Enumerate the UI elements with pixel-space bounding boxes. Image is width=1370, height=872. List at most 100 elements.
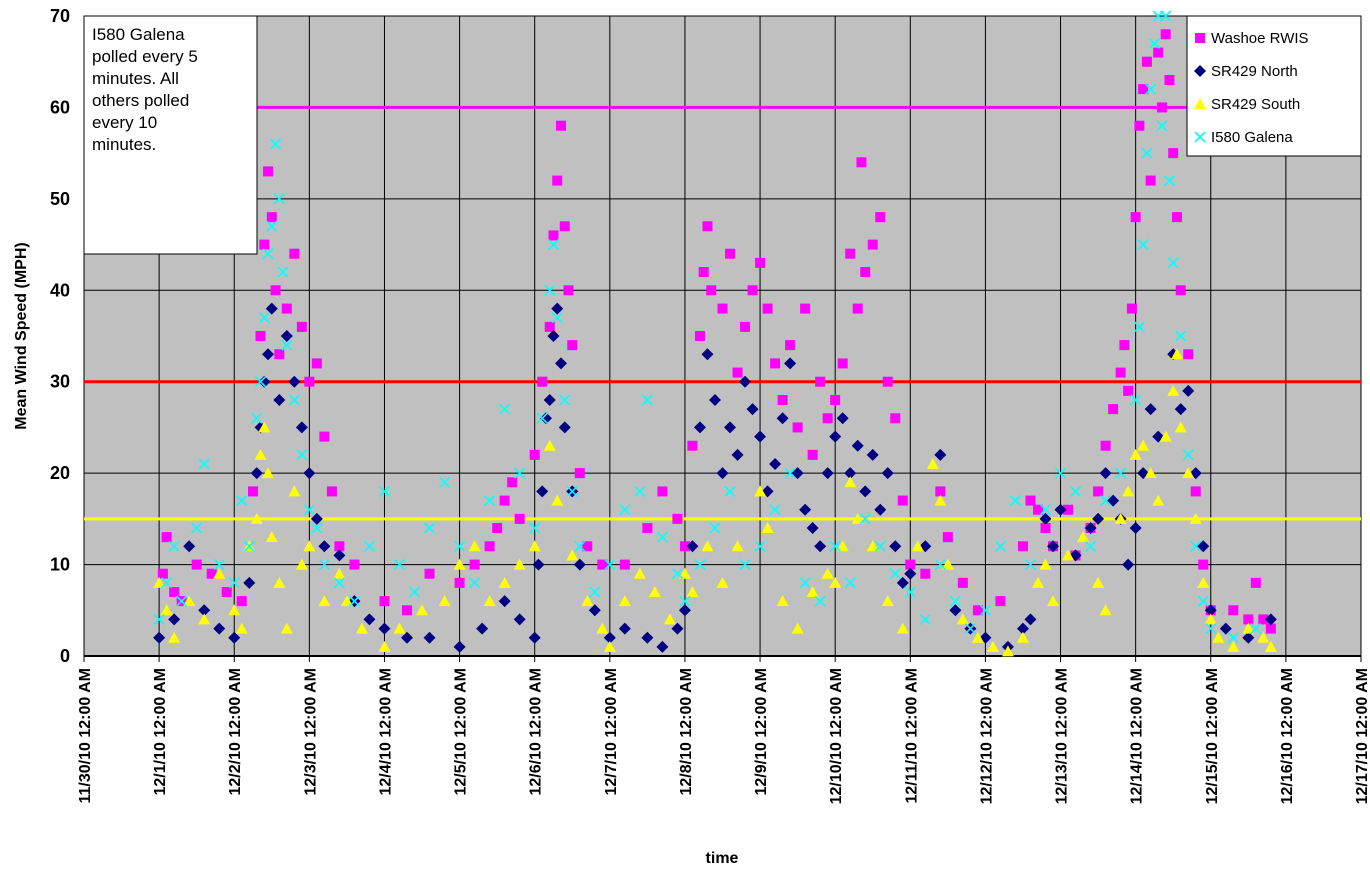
data-point — [498, 576, 511, 588]
data-point — [153, 631, 166, 644]
data-point — [702, 221, 713, 232]
data-point — [777, 395, 788, 405]
data-point — [543, 394, 556, 406]
data-point — [1039, 558, 1052, 570]
data-point — [934, 448, 947, 461]
data-point — [304, 376, 315, 387]
data-point — [408, 586, 421, 598]
legend-marker — [1195, 33, 1205, 43]
y-tick-label: 0 — [60, 646, 70, 666]
data-point — [784, 467, 796, 479]
data-point — [265, 531, 278, 543]
data-point — [168, 540, 180, 552]
x-tick-label: 12/13/10 12:00 AM — [1054, 668, 1071, 804]
data-point — [1126, 303, 1137, 314]
data-point — [273, 394, 286, 406]
data-point — [191, 522, 203, 534]
data-point — [1167, 257, 1179, 269]
y-tick-label: 10 — [50, 555, 70, 575]
data-point — [206, 568, 217, 579]
data-point — [1130, 212, 1141, 223]
data-point — [1093, 486, 1104, 497]
data-point — [678, 567, 691, 579]
data-point — [1054, 503, 1067, 516]
data-point — [334, 541, 345, 552]
data-point — [378, 485, 391, 497]
data-point — [701, 348, 714, 361]
data-point — [1204, 604, 1217, 617]
data-point — [499, 495, 510, 506]
data-point — [866, 448, 879, 461]
data-point — [656, 640, 669, 653]
data-point — [1039, 504, 1052, 516]
data-point — [310, 512, 323, 525]
data-point — [438, 476, 451, 488]
data-point — [1257, 631, 1270, 643]
data-point — [1219, 622, 1232, 635]
data-point — [1198, 559, 1209, 570]
data-point — [633, 567, 646, 579]
data-point — [589, 586, 601, 598]
data-point — [1024, 559, 1037, 571]
data-point — [454, 540, 466, 552]
x-tick-label: 12/16/10 12:00 AM — [1279, 668, 1296, 804]
data-point — [566, 485, 578, 497]
data-point — [161, 577, 173, 589]
annotation-text: I580 Galena polled every 5 minutes. All oth… — [92, 25, 198, 154]
data-point — [890, 413, 901, 424]
data-point — [547, 330, 560, 342]
x-tick-label: 12/2/10 12:00 AM — [227, 668, 244, 795]
data-point — [183, 540, 196, 553]
data-point — [905, 559, 916, 570]
data-point — [1145, 83, 1157, 95]
data-point — [288, 375, 301, 388]
data-point — [1141, 56, 1152, 67]
x-tick-label: 12/3/10 12:00 AM — [302, 668, 319, 795]
data-point — [844, 577, 856, 589]
data-point — [845, 248, 856, 259]
data-point — [911, 540, 924, 552]
data-point — [1024, 613, 1037, 626]
data-point — [258, 312, 270, 324]
data-point — [1250, 577, 1261, 588]
data-point — [867, 239, 878, 250]
data-point — [567, 340, 578, 351]
data-point — [259, 239, 270, 250]
data-point — [333, 577, 345, 589]
data-point — [198, 613, 211, 625]
data-point — [1077, 531, 1090, 543]
data-point — [859, 513, 871, 525]
data-point — [532, 558, 545, 571]
data-point — [821, 567, 834, 579]
data-point — [484, 495, 496, 507]
data-point — [1114, 512, 1127, 524]
data-point — [228, 631, 241, 644]
data-point — [1100, 440, 1111, 451]
y-axis-ticks: 0 10 20 30 40 50 60 70 — [50, 6, 70, 666]
annotation-line: minutes. — [92, 135, 156, 154]
data-point — [255, 331, 266, 341]
data-point — [956, 613, 969, 625]
data-point — [552, 175, 563, 186]
data-point — [191, 559, 202, 570]
data-point — [1171, 212, 1182, 223]
data-points — [153, 10, 1277, 657]
x-tick-label: 12/5/10 12:00 AM — [453, 668, 470, 795]
data-point — [698, 267, 709, 277]
data-point — [254, 448, 267, 460]
legend-marker — [1194, 131, 1206, 143]
data-point — [1164, 75, 1175, 85]
data-point — [1145, 175, 1156, 186]
data-point — [686, 540, 699, 553]
data-point — [303, 540, 316, 552]
data-point — [934, 494, 947, 506]
data-point — [378, 622, 391, 635]
data-point — [1016, 631, 1029, 643]
data-point — [679, 595, 691, 607]
data-point — [830, 395, 841, 405]
data-point — [513, 558, 526, 570]
data-point — [454, 577, 465, 588]
data-point — [597, 559, 608, 570]
data-point — [228, 604, 241, 616]
data-point — [860, 267, 871, 277]
